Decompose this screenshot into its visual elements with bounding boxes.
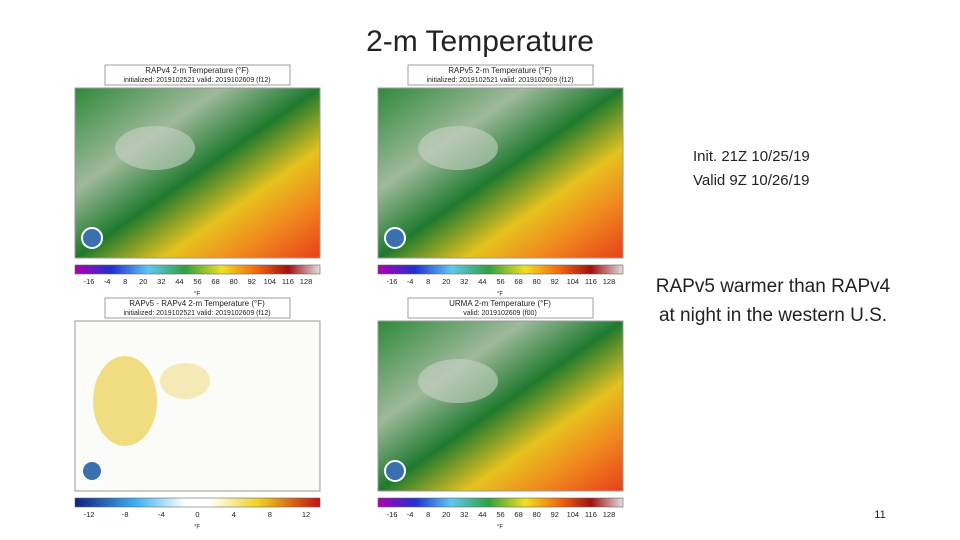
colorbar-unit: °F — [194, 292, 200, 298]
colorbar-label: 104 — [567, 510, 580, 519]
colorbar-label: 12 — [302, 510, 310, 519]
panel-title: RAPv4 2-m Temperature (°F) — [145, 66, 249, 75]
colorbar-label: -16 — [84, 277, 95, 286]
colorbar-label: -4 — [158, 510, 165, 519]
map-cold-area — [418, 359, 498, 403]
noaa-logo — [384, 227, 406, 249]
colorbar-label: 4 — [232, 510, 236, 519]
map — [377, 87, 624, 259]
panel-header — [407, 297, 594, 319]
colorbar-label: 128 — [603, 277, 616, 286]
map-cold-area — [418, 126, 498, 170]
panel-header — [104, 297, 291, 319]
colorbar-label: 44 — [478, 277, 486, 286]
colorbar-label: 116 — [585, 277, 597, 286]
panel-title: RAPv5 - RAPv4 2-m Temperature (°F) — [129, 299, 265, 308]
colorbar — [74, 264, 321, 275]
colorbar-label: -4 — [407, 510, 414, 519]
colorbar-label: 56 — [193, 277, 201, 286]
panel-title: RAPv5 2-m Temperature (°F) — [448, 66, 552, 75]
colorbar-label: 32 — [157, 277, 165, 286]
colorbar-label: 32 — [460, 510, 468, 519]
colorbar-label: -12 — [84, 510, 95, 519]
panel-header — [407, 64, 594, 86]
finding: RAPv5 warmer than RAPv4 — [656, 276, 891, 297]
colorbar-label: 56 — [496, 277, 504, 286]
colorbar-label: 104 — [567, 277, 580, 286]
colorbar-label: 44 — [175, 277, 183, 286]
colorbar-label: -16 — [387, 510, 398, 519]
colorbar-label: 20 — [442, 277, 450, 286]
colorbar — [377, 264, 624, 275]
colorbar-label: 44 — [478, 510, 486, 519]
map — [74, 87, 321, 259]
panel-title: URMA 2-m Temperature (°F) — [449, 299, 551, 308]
colorbar-label: 80 — [532, 510, 540, 519]
init-note: Init. 21Z 10/25/19 — [693, 148, 810, 165]
colorbar-label: 92 — [551, 510, 559, 519]
colorbar-unit: °F — [194, 525, 200, 531]
colorbar-unit: °F — [497, 292, 503, 298]
colorbar-label: 80 — [532, 277, 540, 286]
colorbar-unit: °F — [497, 525, 503, 531]
colorbar — [74, 497, 321, 508]
page-number: 11 — [874, 509, 885, 521]
panel-subtitle: valid: 2019102609 (f00) — [463, 310, 537, 317]
panel-subtitle: initialized: 2019102521 valid: 201910260… — [426, 77, 573, 84]
colorbar-label: -4 — [407, 277, 414, 286]
colorbar-label: -16 — [387, 277, 398, 286]
panel-header — [104, 64, 291, 86]
colorbar-label: -4 — [104, 277, 111, 286]
colorbar-label: 0 — [195, 510, 199, 519]
colorbar-label: 92 — [551, 277, 559, 286]
colorbar-label: 128 — [300, 277, 313, 286]
colorbar-label: -8 — [122, 510, 129, 519]
noaa-logo — [81, 227, 103, 249]
colorbar-label: 92 — [248, 277, 256, 286]
colorbar — [377, 497, 624, 508]
colorbar-label: 128 — [603, 510, 616, 519]
map-warm-area — [160, 363, 210, 399]
panel-subtitle: initialized: 2019102521 valid: 201910260… — [123, 77, 270, 84]
colorbar-label: 8 — [268, 510, 272, 519]
colorbar-label: 68 — [514, 277, 522, 286]
colorbar-label: 20 — [442, 510, 450, 519]
valid-note: Valid 9Z 10/26/19 — [693, 172, 809, 189]
noaa-logo — [384, 460, 406, 482]
colorbar-label: 68 — [514, 510, 522, 519]
colorbar-label: 116 — [282, 277, 294, 286]
noaa-logo — [81, 460, 103, 482]
panel-subtitle: initialized: 2019102521 valid: 201910260… — [123, 310, 270, 317]
colorbar-label: 8 — [426, 510, 430, 519]
colorbar-label: 104 — [264, 277, 277, 286]
colorbar-label: 56 — [496, 510, 504, 519]
colorbar-label: 20 — [139, 277, 147, 286]
map — [377, 320, 624, 492]
colorbar-label: 8 — [426, 277, 430, 286]
panels: RAPv4 2-m Temperature (°F) initialized: 2… — [74, 64, 624, 531]
colorbar-label: 116 — [585, 510, 597, 519]
finding: at night in the western U.S. — [659, 305, 887, 326]
map-cold-area — [115, 126, 195, 170]
colorbar-label: 8 — [123, 277, 127, 286]
colorbar-label: 80 — [229, 277, 237, 286]
colorbar-label: 68 — [211, 277, 219, 286]
map-warm-area — [93, 356, 157, 446]
colorbar-label: 32 — [460, 277, 468, 286]
slide-title: 2-m Temperature — [366, 25, 594, 58]
